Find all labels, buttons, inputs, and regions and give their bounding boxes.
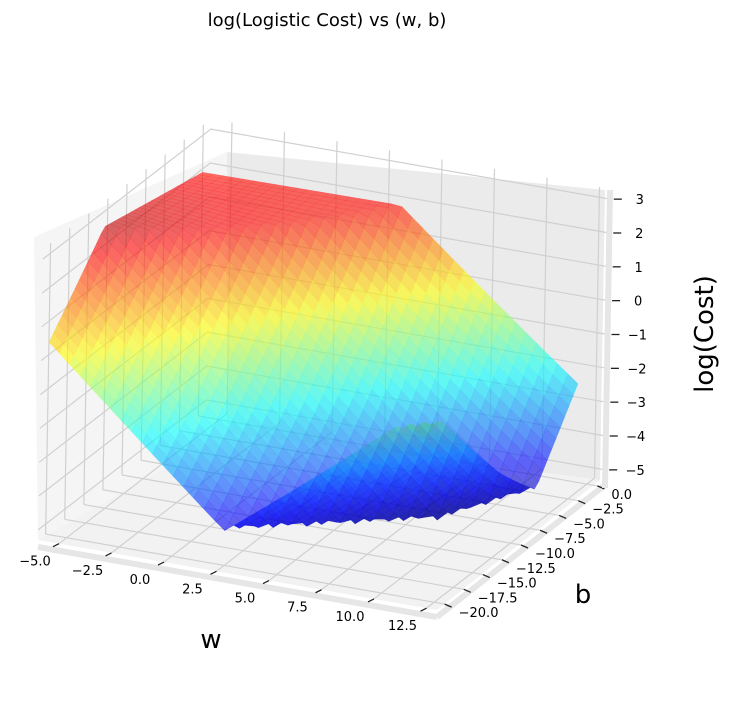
w-axis-label: w (200, 625, 221, 655)
b-tick-label: −10.0 (535, 547, 575, 562)
cost-surface (48, 172, 579, 532)
w-tick-label: 10.0 (336, 610, 365, 625)
b-tick-mark (520, 544, 529, 549)
surface-facet (532, 449, 548, 472)
surface-facet (563, 373, 579, 396)
b-tick-label: −7.5 (554, 532, 586, 547)
grid-line (83, 503, 483, 576)
b-tick-label: −17.5 (478, 591, 518, 606)
w-tick-mark (315, 589, 322, 594)
w-tick-mark (262, 579, 270, 585)
w-tick-mark (367, 598, 375, 603)
b-tick-mark (444, 603, 452, 608)
log-cost-tick-label: −3 (627, 396, 646, 411)
grid-line (45, 533, 445, 605)
w-tick-mark (210, 570, 217, 575)
b-tick-mark (463, 588, 471, 593)
log-cost-tick-label: −5 (626, 464, 645, 479)
surface-facet (554, 395, 570, 417)
surface-facet (528, 460, 544, 483)
grid-line (102, 489, 503, 561)
log-cost-tick-label: 2 (635, 227, 643, 242)
surface-facet (519, 482, 535, 495)
w-tick-label: 0.0 (130, 573, 151, 588)
b-axis-label: b (575, 580, 592, 610)
w-axis-line (37, 544, 438, 620)
w-axis: −5.0 −2.5 0.0 2.5 5.0 7.5 10.0 12.5 (19, 543, 438, 634)
w-tick-mark (52, 543, 60, 548)
b-tick-label: −20.0 (459, 606, 499, 621)
w-tick-label: 12.5 (388, 619, 417, 634)
surface-facet (523, 471, 539, 490)
log-cost-tick-label: −4 (626, 430, 645, 445)
w-tick-label: −2.5 (72, 564, 104, 579)
log-cost-axis-label: log(Cost) (690, 275, 720, 393)
b-tick-label: 0.0 (611, 488, 632, 503)
b-tick-label: −15.0 (497, 577, 537, 592)
log-cost-axis: 3 2 1 0 −1 −2 −3 −4 −5 (602, 189, 647, 489)
grid-line (64, 518, 464, 590)
surface-facet (536, 438, 553, 461)
b-tick-label: −5.0 (573, 517, 605, 532)
grid-line (42, 128, 610, 260)
log-cost-tick-label: −1 (628, 329, 647, 344)
surface-facet (545, 417, 561, 439)
chart-title: log(Logistic Cost) vs (w, b) (208, 10, 447, 31)
b-tick-label: −12.5 (516, 562, 556, 577)
w-tick-label: −5.0 (19, 555, 51, 570)
b-tick-mark (482, 573, 491, 579)
b-tick-label: −2.5 (592, 503, 624, 518)
w-tick-label: 2.5 (182, 582, 203, 597)
log-cost-tick-label: 3 (636, 193, 644, 208)
log-cost-axis-line (602, 189, 613, 489)
w-tick-mark (105, 552, 112, 557)
b-tick-mark (597, 485, 605, 490)
log-cost-tick-label: 1 (635, 261, 643, 276)
b-tick-mark (578, 500, 586, 505)
w-tick-mark (420, 607, 427, 612)
w-tick-label: 7.5 (287, 601, 308, 616)
b-axis: 0.0−2.5−5.0−7.5−10.0−12.5−15.0−17.5−20.0 (435, 482, 632, 621)
w-tick-label: 5.0 (235, 592, 256, 607)
b-tick-mark (558, 514, 567, 520)
log-cost-tick-label: −2 (627, 362, 646, 377)
b-tick-mark (501, 559, 510, 564)
b-axis-line (435, 482, 607, 620)
w-tick-mark (157, 561, 165, 566)
b-tick-mark (539, 529, 548, 534)
log-cost-tick-label: 0 (634, 295, 642, 310)
